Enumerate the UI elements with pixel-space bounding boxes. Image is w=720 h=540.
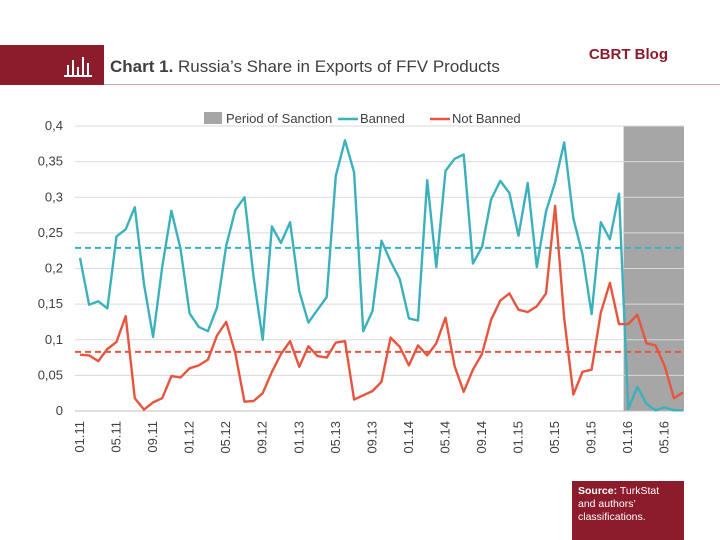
y-tick-label: 0,2 <box>45 261 63 276</box>
x-tick-label: 01.14 <box>401 421 416 454</box>
series-line-not-banned <box>79 204 684 411</box>
x-tick-label: 01.15 <box>511 421 526 454</box>
legend-swatch-sanction <box>204 112 222 124</box>
series-line-banned <box>78 139 683 412</box>
y-tick-label: 0,15 <box>38 296 63 311</box>
x-tick-label: 05.11 <box>109 421 124 453</box>
y-tick-label: 0,05 <box>38 367 63 382</box>
legend-label-not-banned: Not Banned <box>452 111 521 126</box>
x-tick-label: 09.11 <box>145 421 160 453</box>
x-tick-label: 01.11 <box>72 421 87 453</box>
y-tick-label: 0,4 <box>45 118 63 133</box>
source-note: Source: TurkStat and authors’ classifica… <box>572 481 684 540</box>
x-tick-label: 09.15 <box>584 421 599 454</box>
chart-title: Chart 1. Russia’s Share in Exports of FF… <box>110 57 500 77</box>
x-tick-label: 01.13 <box>291 421 306 454</box>
y-tick-label: 0,1 <box>45 332 63 347</box>
chart-number: Chart 1. <box>110 57 174 76</box>
x-tick-label: 05.15 <box>547 421 562 454</box>
source-text: TurkStat and authors’ classifications. <box>578 485 660 523</box>
y-tick-label: 0,35 <box>38 154 63 169</box>
y-tick-label: 0,25 <box>38 225 63 240</box>
x-tick-label: 09.13 <box>364 421 379 454</box>
x-tick-label: 05.14 <box>437 421 452 454</box>
legend-label-sanction: Period of Sanction <box>226 111 332 126</box>
x-tick-label: 05.12 <box>218 421 233 454</box>
x-tick-label: 05.13 <box>328 421 343 454</box>
x-tick-label: 01.12 <box>182 421 197 454</box>
x-tick-label: 09.14 <box>474 421 489 454</box>
legend-label-banned: Banned <box>360 111 405 126</box>
x-tick-label: 05.16 <box>657 421 672 454</box>
x-tick-label: 01.16 <box>620 421 635 454</box>
blog-label: CBRT Blog <box>588 46 668 63</box>
y-tick-label: 0 <box>56 403 63 418</box>
chart-title-text: Russia’s Share in Exports of FFV Product… <box>178 57 500 76</box>
bar-chart-icon <box>64 57 92 77</box>
header-divider <box>104 84 720 85</box>
header-bar <box>0 45 104 85</box>
y-tick-label: 0,3 <box>45 189 63 204</box>
line-chart: 0 0,05 0,1 0,15 0,2 0,25 0,3 0,35 0,4 01.11 05.11… <box>38 111 684 454</box>
x-tick-label: 09.12 <box>255 421 270 454</box>
source-label: Source: <box>578 485 618 497</box>
